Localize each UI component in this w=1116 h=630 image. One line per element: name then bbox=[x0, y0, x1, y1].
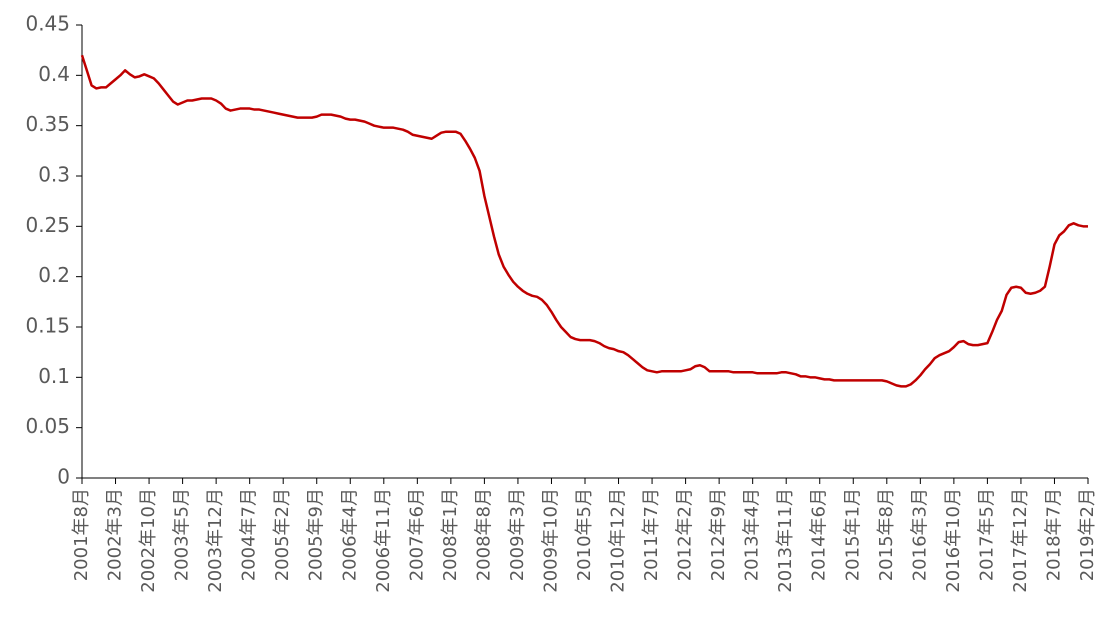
x-tick-label: 2005年2月 bbox=[272, 488, 293, 581]
y-tick-label: 0.25 bbox=[25, 213, 70, 237]
x-tick-label: 2013年4月 bbox=[742, 488, 763, 581]
x-tick-label: 2006年11月 bbox=[373, 488, 394, 593]
x-tick-label: 2001年8月 bbox=[71, 488, 92, 581]
x-tick-label: 2005年9月 bbox=[306, 488, 327, 581]
x-tick-label: 2012年2月 bbox=[675, 488, 696, 581]
x-tick-label: 2009年10月 bbox=[540, 488, 561, 593]
y-tick-label: 0.2 bbox=[38, 263, 70, 287]
y-tick-label: 0.1 bbox=[38, 364, 70, 388]
x-tick-label: 2015年1月 bbox=[842, 488, 863, 581]
y-tick-label: 0.05 bbox=[25, 414, 70, 438]
x-tick-label: 2019年2月 bbox=[1077, 488, 1098, 581]
x-tick-label: 2016年10月 bbox=[943, 488, 964, 593]
x-tick-label: 2007年6月 bbox=[406, 488, 427, 581]
x-tick-label: 2014年6月 bbox=[809, 488, 830, 581]
y-tick-label: 0 bbox=[57, 465, 70, 489]
x-tick-label: 2010年5月 bbox=[574, 488, 595, 581]
x-tick-label: 2013年11月 bbox=[775, 488, 796, 593]
x-tick-label: 2015年8月 bbox=[876, 488, 897, 581]
x-tick-label: 2012年9月 bbox=[708, 488, 729, 581]
x-tick-label: 2008年1月 bbox=[440, 488, 461, 581]
x-tick-label: 2017年12月 bbox=[1010, 488, 1031, 593]
x-tick-label: 2017年5月 bbox=[976, 488, 997, 581]
data-line bbox=[80, 54, 1088, 388]
x-tick-label: 2002年3月 bbox=[105, 488, 126, 581]
x-tick-label: 2002年10月 bbox=[138, 488, 159, 593]
x-tick-label: 2008年8月 bbox=[473, 488, 494, 581]
y-tick-label: 0.35 bbox=[25, 112, 70, 136]
x-tick-label: 2018年7月 bbox=[1043, 488, 1064, 581]
x-tick-label: 2011年7月 bbox=[641, 488, 662, 581]
y-tick-label: 0.3 bbox=[38, 163, 70, 187]
x-tick-label: 2006年4月 bbox=[339, 488, 360, 581]
x-tick-label: 2009年3月 bbox=[507, 488, 528, 581]
y-tick-label: 0.15 bbox=[25, 314, 70, 338]
x-tick-label: 2016年3月 bbox=[909, 488, 930, 581]
x-tick-label: 2003年12月 bbox=[205, 488, 226, 593]
y-tick-label: 0.4 bbox=[38, 62, 70, 86]
y-tick-label: 0.45 bbox=[25, 12, 70, 36]
x-tick-label: 2003年5月 bbox=[172, 488, 193, 581]
x-tick-label: 2010年12月 bbox=[608, 488, 629, 593]
x-tick-label: 2004年7月 bbox=[239, 488, 260, 581]
